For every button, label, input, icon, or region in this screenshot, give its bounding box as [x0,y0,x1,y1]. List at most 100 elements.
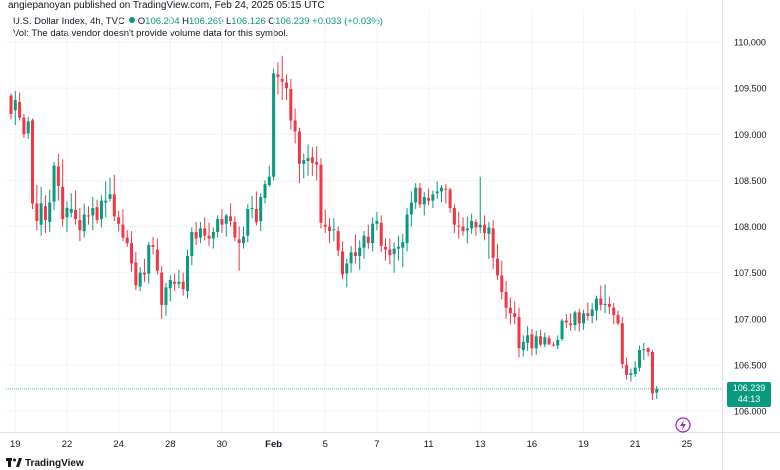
candle [233,216,237,242]
candle [646,347,650,357]
candle [431,190,435,209]
candle-body [461,226,465,232]
candle-body [91,208,95,216]
candle [13,90,17,126]
x-tick-label: 11 [424,439,434,450]
candle [409,191,413,227]
candle [181,272,185,296]
candle-body [289,89,293,121]
candle-body [547,338,551,345]
candle [207,222,211,246]
candle-body [508,307,512,314]
candle-body [134,262,138,286]
y-tick-label: 108.000 [734,222,767,232]
candle [190,227,194,266]
lightning-bolt-icon[interactable] [675,417,691,433]
candle [427,188,431,206]
candle-body [345,263,349,274]
candle-body [190,232,194,257]
candle [487,221,491,259]
candle-body [13,100,17,111]
candle-body [440,187,443,192]
candle-body [384,246,388,250]
candle-body [594,298,598,311]
candle-body [491,228,495,258]
candle [491,220,495,269]
candle-body [297,131,301,164]
candle-body [504,291,508,308]
candle-body [229,216,233,221]
candle-body [293,120,297,132]
candle-body [280,78,284,82]
candle [396,235,400,261]
candle [594,295,598,321]
candle [353,234,357,264]
candle [625,357,629,380]
candle [375,211,379,231]
x-tick-label: 5 [323,439,328,450]
candle-body [435,191,439,194]
candle-body [43,206,47,221]
candle-body [560,320,564,340]
candle [620,316,624,369]
candle-body [22,117,26,135]
candle-body [642,349,646,351]
candle [612,303,616,325]
candle-body [470,220,474,229]
candle [603,284,607,314]
candle-body [138,272,142,287]
candle [332,218,336,242]
candle [345,258,349,288]
candle-body [155,249,159,271]
candle [577,308,581,332]
candle [323,209,327,233]
candle-body [448,189,452,209]
candle [177,269,181,289]
candle [560,318,564,341]
candle [272,68,276,181]
candle [638,345,642,372]
grid [6,10,722,432]
candle [142,258,146,282]
candle-body [86,215,90,217]
candle [582,309,586,330]
candle [474,219,478,236]
candle-body [620,323,624,364]
candle-body [310,157,314,163]
candle-body [69,208,73,213]
tradingview-logo[interactable]: TradingView [6,458,84,470]
candle-body [254,208,258,222]
candle-body [353,252,357,257]
candle [599,285,603,311]
candle-body [332,229,336,231]
candle-body [203,228,207,236]
candle [629,368,633,382]
candle-body [478,224,482,228]
candle-body [250,208,254,210]
candle-body [82,214,86,232]
candle [259,193,263,232]
candle-body [564,320,568,323]
candle-body [586,313,590,316]
candle [74,190,78,225]
candle [530,328,534,356]
candle [147,242,151,284]
candle-body [186,256,190,292]
candle-body [224,215,228,224]
candle-body [142,272,146,275]
candle-body [603,303,607,305]
candle-body [569,323,573,326]
candle-body [164,287,168,305]
candle [91,196,95,231]
candles [9,55,659,400]
publish-info: angiepanoyan published on TradingView.co… [8,0,325,11]
candle-body [513,313,517,317]
candle [655,386,659,400]
candle [194,221,198,245]
candle-body [616,315,620,324]
candle-body [52,165,56,202]
candle [117,210,121,232]
y-tick-label: 107.000 [734,314,767,324]
candle [573,310,577,331]
